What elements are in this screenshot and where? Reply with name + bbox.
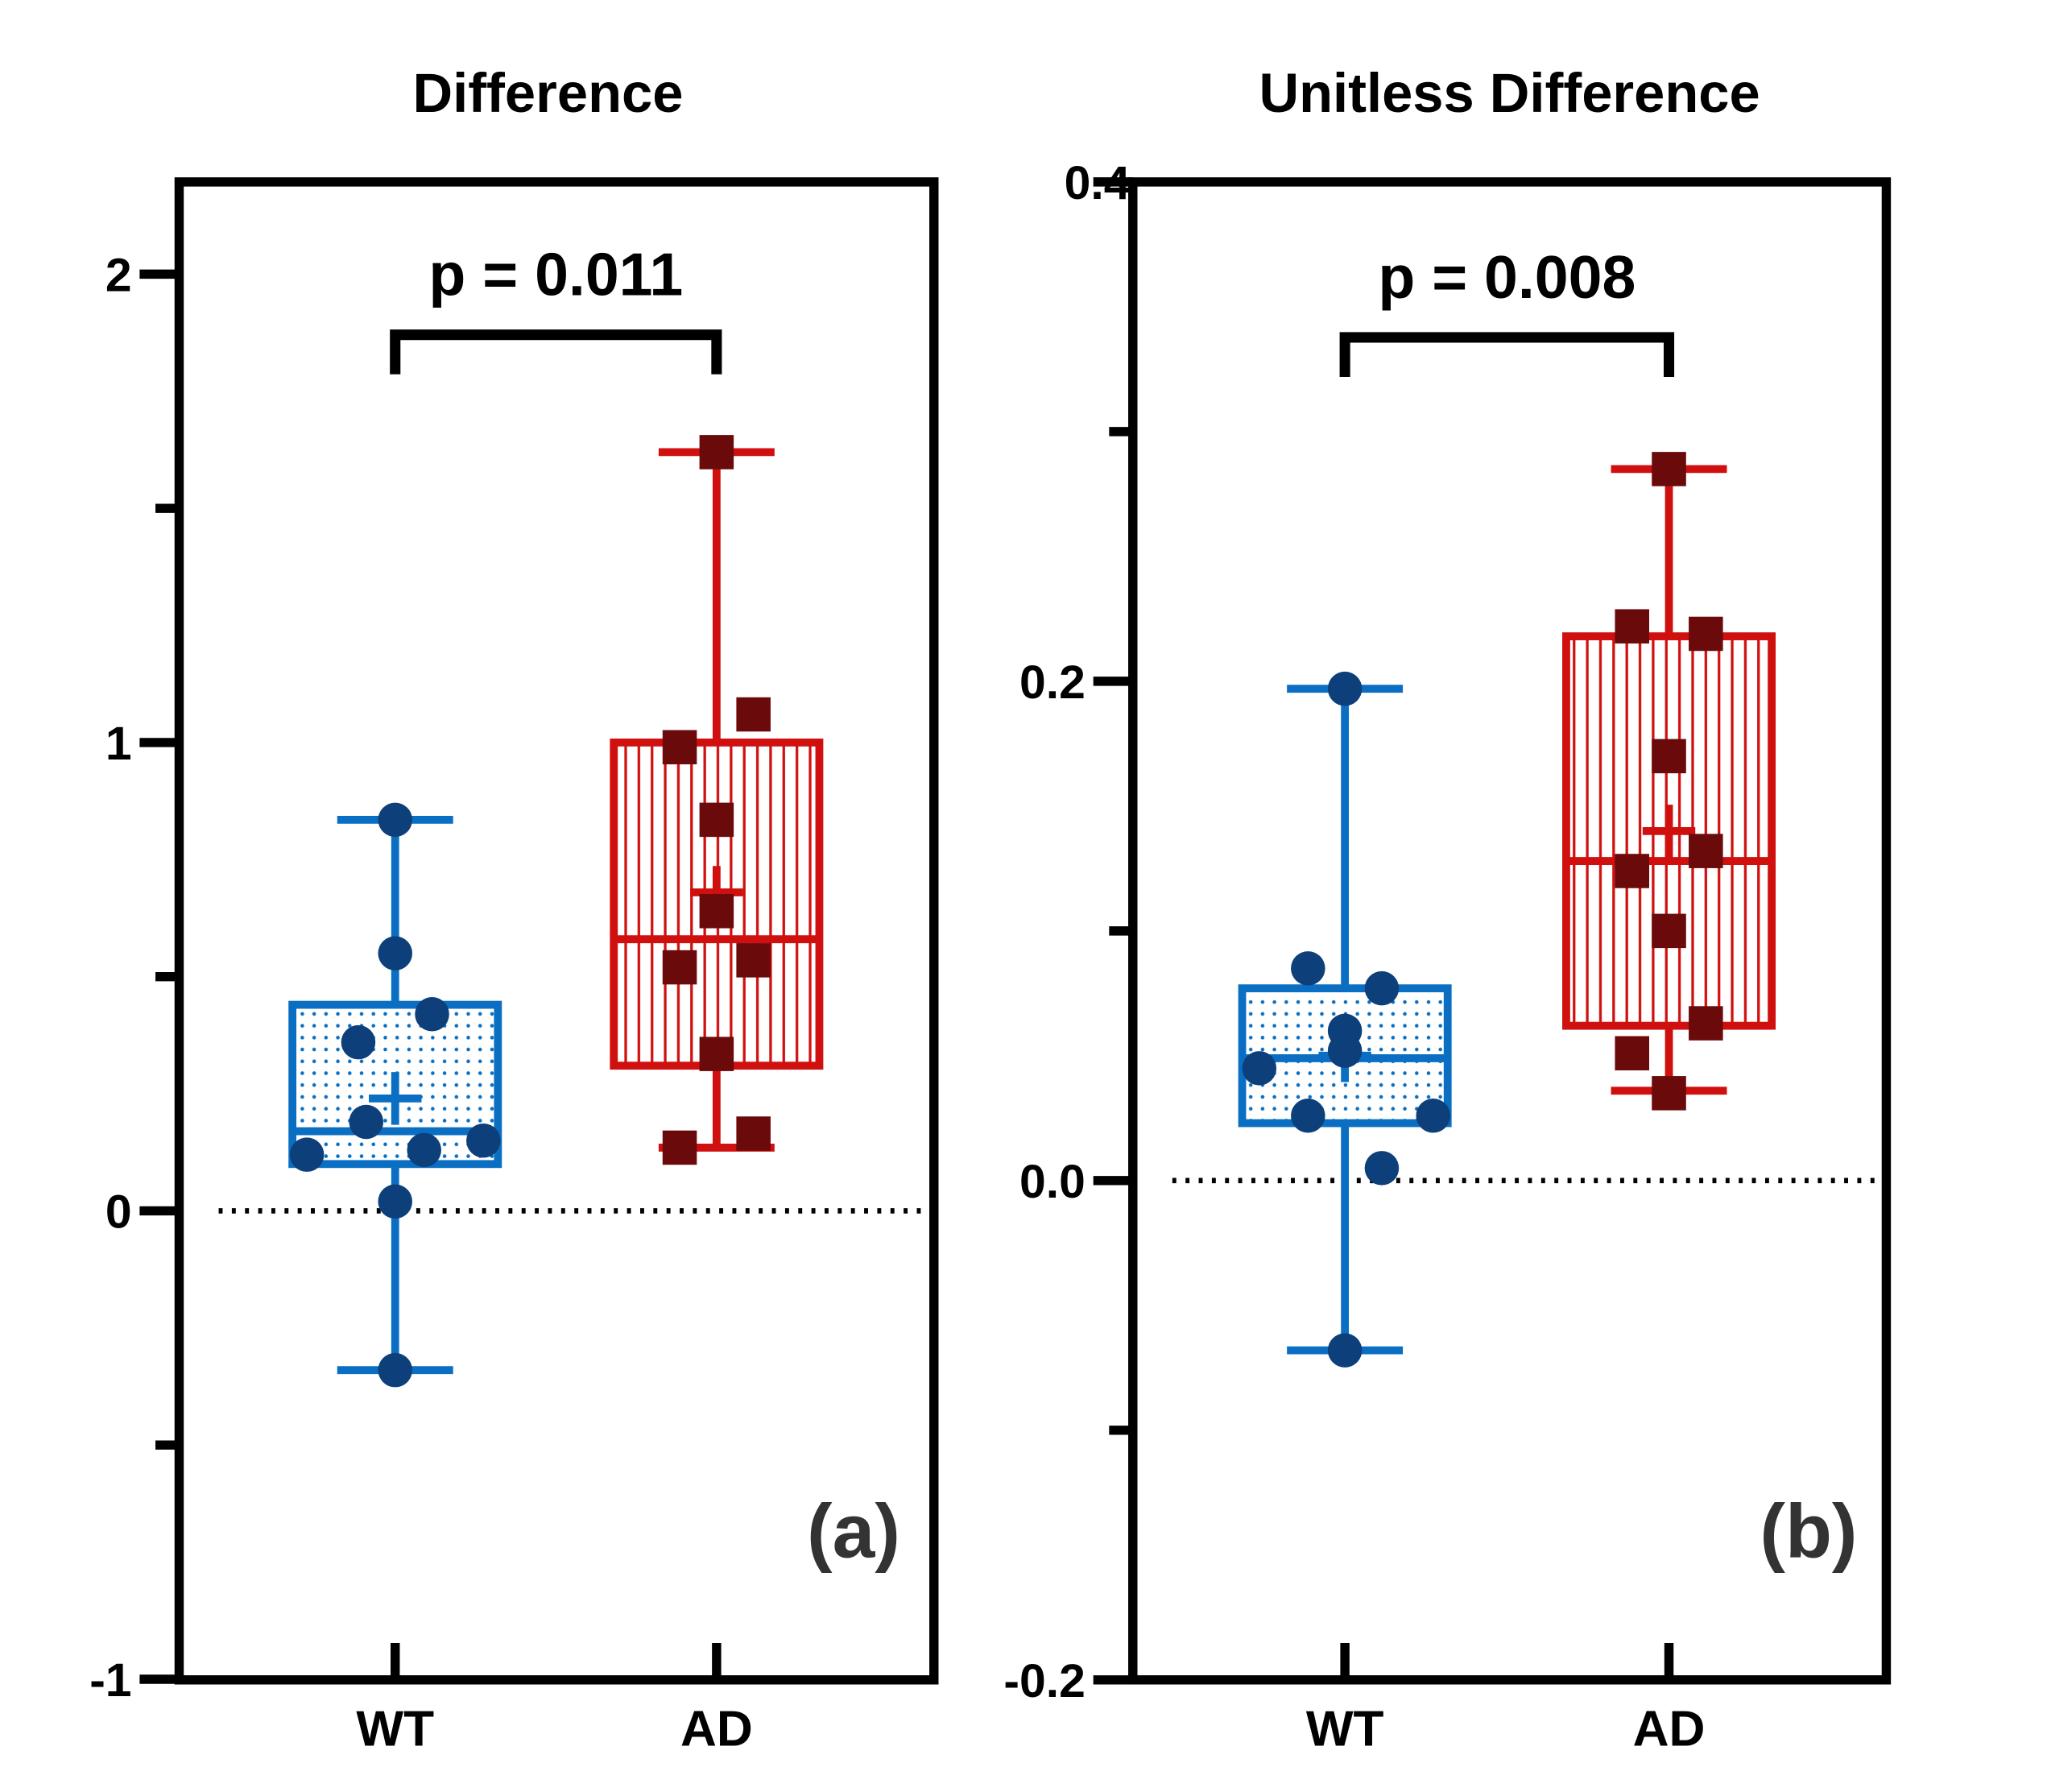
x-tick-label: WT [356,1702,434,1757]
data-point [407,1132,441,1168]
data-point [289,1137,325,1172]
chart-title: Unitless Difference [1259,62,1760,124]
data-point [378,936,412,970]
data-point [1364,970,1400,1006]
data-point [1416,1098,1450,1133]
data-point [1652,739,1686,774]
x-tick-label: WT [1306,1702,1384,1757]
data-point [662,1130,697,1165]
x-tick-label: AD [680,1702,753,1757]
data-point [1242,1051,1277,1086]
y-tick-label: -0.2 [1003,1655,1085,1707]
data-point [699,802,734,838]
data-point [1364,1151,1400,1186]
significance-bracket [390,329,722,375]
y-tick-label: 1 [105,718,132,770]
x-tick-label: AD [1633,1702,1706,1757]
panel-label: (a) [807,1489,900,1575]
data-point [662,950,697,985]
data-point [736,697,771,732]
data-point [1689,616,1723,652]
panel-b: Unitless Difference -0.2 0.0 0.2 0.4 WT AD p = … [1003,62,1892,1757]
significance-bracket [1339,332,1675,378]
data-point [1652,452,1686,486]
data-point [1327,1033,1363,1068]
y-tick-label: 0.4 [1065,157,1131,209]
data-point [1327,671,1363,706]
data-point [378,1352,412,1388]
data-point [378,802,412,838]
data-point [349,1104,384,1140]
y-tick-label: 0.2 [1019,656,1086,709]
data-point [736,1116,771,1151]
plot-frame [174,177,939,1685]
p-value-annotation: p = 0.011 [428,241,683,308]
chart-title: Difference [413,62,684,124]
p-value-annotation: p = 0.008 [1378,243,1636,311]
y-tick-label: 0.0 [1019,1156,1086,1208]
data-point [1652,1076,1686,1111]
data-point [466,1123,501,1158]
data-point [1689,834,1723,868]
data-point [341,1024,376,1060]
data-point [1327,1333,1363,1368]
data-point [662,730,697,765]
panel-label: (b) [1760,1489,1857,1575]
data-point [699,435,734,470]
data-point [1615,1036,1649,1071]
data-point [1689,1006,1723,1041]
data-point [1652,913,1686,949]
y-tick-label: -1 [89,1654,131,1707]
data-point [1615,854,1649,888]
data-point [736,943,771,978]
data-point [1615,609,1649,644]
y-tick-label: 0 [105,1186,132,1239]
data-point [699,894,734,929]
y-tick-label: 2 [105,250,132,302]
data-point [1291,1098,1325,1133]
data-point [1291,951,1325,986]
data-point [699,1037,734,1071]
data-point [378,1184,412,1219]
panel-a: Difference -1 0 1 2 WT AD p = 0.011 (a) [89,62,939,1757]
data-point [415,996,449,1032]
